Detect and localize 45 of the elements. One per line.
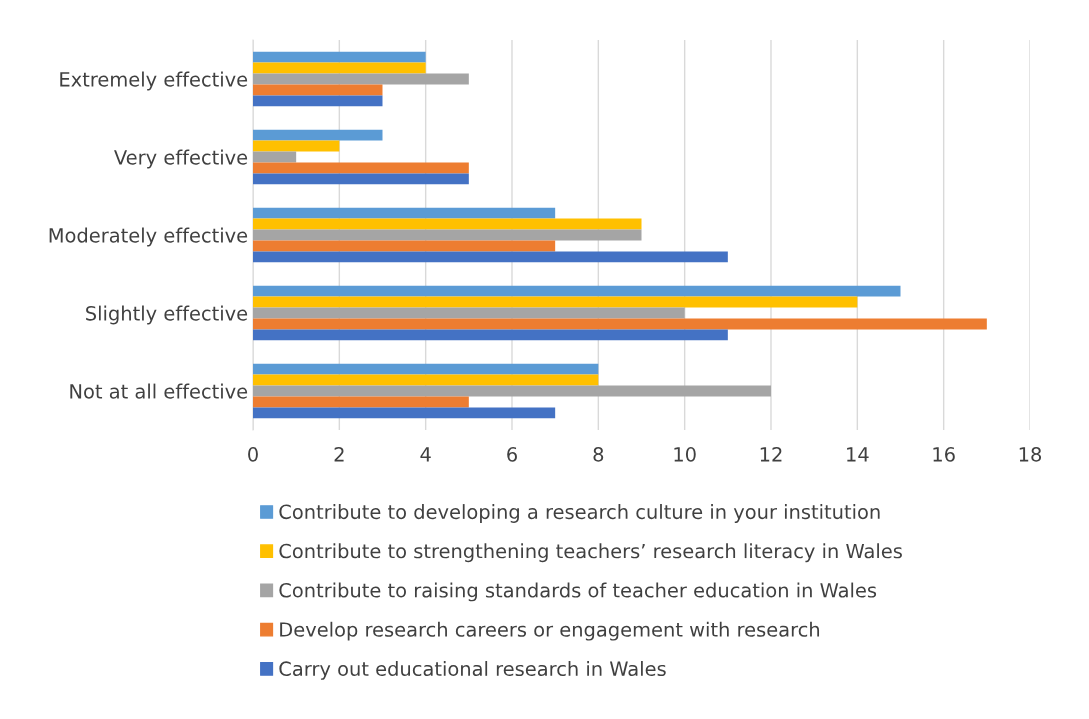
bar xyxy=(253,396,469,408)
x-tick-label: 8 xyxy=(593,447,604,462)
bar xyxy=(253,296,858,308)
x-tick-label: 4 xyxy=(420,447,431,462)
bar xyxy=(253,129,383,141)
y-tick-label: Moderately effective xyxy=(49,227,248,247)
bar xyxy=(253,407,556,419)
bar xyxy=(253,251,728,263)
bar xyxy=(253,151,297,163)
bar xyxy=(253,73,469,85)
bar xyxy=(253,285,901,297)
bar xyxy=(253,363,599,375)
bar xyxy=(253,229,642,241)
bar xyxy=(253,385,771,397)
bar xyxy=(253,207,556,219)
bar xyxy=(253,95,383,107)
bar xyxy=(253,318,987,330)
bar xyxy=(253,84,383,96)
legend-label: Contribute to developing a research culture in your institution xyxy=(279,504,880,523)
legend-label: Contribute to raising standards of teacher education in Wales xyxy=(279,582,877,602)
legend-label: Carry out educational research in Wales xyxy=(279,661,666,680)
x-tick-label: 16 xyxy=(933,447,955,462)
x-tick-label: 6 xyxy=(507,447,517,462)
bar xyxy=(253,240,556,252)
bar xyxy=(253,307,685,319)
bar xyxy=(253,140,340,152)
legend-label: Develop research careers or engagement with research xyxy=(280,621,820,641)
x-tick-label: 18 xyxy=(1019,447,1042,462)
bar xyxy=(253,374,599,386)
x-tick-label: 10 xyxy=(674,447,696,462)
y-tick-label: Slightly effective xyxy=(86,305,248,325)
y-tick-label: Not at all effective xyxy=(70,383,248,399)
y-tick-label: Very effective xyxy=(114,149,248,169)
bar xyxy=(253,51,426,63)
y-tick-label: Extremely effective xyxy=(60,71,248,91)
legend-label: Contribute to strengthening teachers’ research literacy in Wales xyxy=(279,543,902,563)
bar xyxy=(253,62,426,74)
bar xyxy=(253,218,642,230)
x-tick-label: 12 xyxy=(760,447,782,462)
x-tick-label: 14 xyxy=(847,447,869,462)
bar xyxy=(253,173,469,185)
bar xyxy=(253,162,469,174)
x-tick-label: 0 xyxy=(248,447,258,462)
bar xyxy=(253,329,728,341)
x-tick-label: 2 xyxy=(334,447,344,462)
